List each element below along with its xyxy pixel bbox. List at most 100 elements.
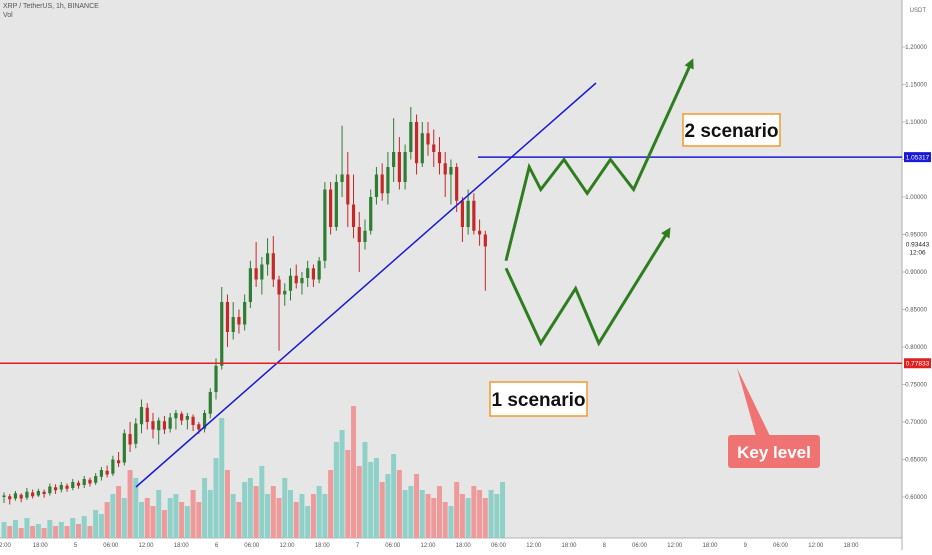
volume-bar	[391, 454, 397, 538]
candle-body	[185, 416, 189, 420]
volume-bar	[482, 498, 488, 538]
volume-bar	[402, 490, 408, 538]
time-tick-label: 18:00	[843, 543, 859, 549]
candle-body	[214, 365, 218, 392]
volume-bar	[7, 526, 13, 538]
candle-body	[117, 460, 121, 464]
volume-indicator-label: Vol	[3, 12, 13, 19]
candle-body	[260, 264, 264, 280]
candle-body	[19, 494, 23, 499]
candle-body	[231, 317, 235, 332]
time-tick-label: 8	[603, 543, 607, 549]
candle-body	[323, 189, 327, 261]
time-axis-background	[0, 538, 932, 550]
volume-bar	[500, 482, 506, 538]
price-tick-label: 0.95000	[905, 233, 927, 239]
volume-bar	[224, 470, 230, 538]
candle-body	[225, 302, 230, 332]
candle-body	[460, 200, 464, 227]
candle-body	[36, 491, 40, 496]
scenario-2-label: 2 scenario	[685, 121, 779, 142]
resistance-price-tag: 1.05317	[904, 152, 931, 163]
volume-bar	[265, 494, 271, 538]
price-tick-label: 1.00000	[905, 195, 927, 201]
candle-body	[168, 417, 172, 429]
candle-body	[111, 459, 115, 474]
volume-bar	[104, 502, 110, 538]
volume-bar	[396, 470, 402, 538]
candle-body	[449, 167, 453, 175]
price-tick-label: 0.80000	[905, 345, 927, 351]
volume-bar	[362, 442, 368, 538]
volume-bar	[196, 502, 202, 538]
volume-bar	[207, 490, 213, 538]
volume-bar	[1, 522, 7, 538]
volume-bar	[477, 490, 483, 538]
volume-bar	[328, 470, 334, 538]
countdown-label: 12:06	[909, 250, 926, 257]
volume-bar	[471, 486, 477, 538]
candle-body	[145, 407, 149, 422]
volume-bar	[156, 490, 162, 538]
time-tick-label: 12:00	[808, 543, 824, 549]
time-tick-label: 2:00	[0, 543, 11, 549]
candle-body	[306, 268, 310, 278]
volume-bar	[35, 524, 41, 538]
candle-body	[8, 496, 12, 500]
candle-body	[248, 268, 252, 302]
candle-body	[2, 495, 6, 497]
candle-body	[397, 152, 401, 182]
volume-bar	[431, 498, 437, 538]
candle-body	[151, 421, 155, 430]
volume-bar	[213, 458, 219, 538]
volume-bar	[454, 482, 460, 538]
volume-bar	[356, 466, 362, 538]
candle-body	[334, 182, 338, 227]
volume-bar	[425, 494, 431, 538]
candle-body	[94, 476, 98, 483]
volume-bar	[41, 528, 47, 538]
candle-body	[271, 253, 275, 280]
volume-bar	[53, 526, 59, 538]
candle-body	[31, 492, 35, 497]
key-level-price-tag: 0.77833	[904, 358, 931, 369]
time-tick-label: 06:00	[103, 543, 119, 549]
price-tick-label: 0.65000	[905, 458, 927, 464]
volume-bar	[253, 486, 259, 538]
candle-body	[76, 482, 81, 486]
candle-body	[174, 413, 178, 419]
time-tick-label: 12:00	[420, 543, 436, 549]
resistance-price-label: 1.05317	[906, 154, 930, 161]
volume-bar	[184, 506, 190, 538]
time-tick-label: 06:00	[244, 543, 260, 549]
candle-body	[392, 152, 396, 167]
candle-body	[82, 479, 86, 485]
volume-bar	[488, 490, 494, 538]
volume-bar	[64, 526, 70, 538]
price-tick-label: 1.15000	[905, 83, 927, 89]
volume-bar	[465, 498, 471, 538]
candle-body	[25, 491, 29, 498]
candle-body	[59, 485, 63, 490]
volume-bar	[93, 510, 99, 538]
volume-bar	[18, 528, 24, 538]
volume-bar	[190, 490, 196, 538]
time-tick-label: 06:00	[632, 543, 648, 549]
candle-body	[139, 407, 144, 425]
time-axis: 2:00 18:00 5 06:00 12:00 18:00 6 06:00 12:00 18:0…	[0, 543, 859, 549]
candle-body	[443, 163, 447, 175]
volume-bar	[110, 494, 116, 538]
volume-bar	[139, 502, 145, 538]
candles	[2, 107, 487, 505]
candle-body	[208, 392, 212, 414]
volume-bar	[12, 520, 18, 538]
scenario-1-label: 1 scenario	[492, 390, 586, 411]
volume-bar	[219, 418, 225, 538]
time-tick-label: 18:00	[174, 543, 190, 549]
volume-bar	[236, 502, 242, 538]
price-tick-label: 0.70000	[905, 420, 927, 426]
candle-body	[65, 485, 69, 489]
candle-body	[197, 424, 201, 430]
